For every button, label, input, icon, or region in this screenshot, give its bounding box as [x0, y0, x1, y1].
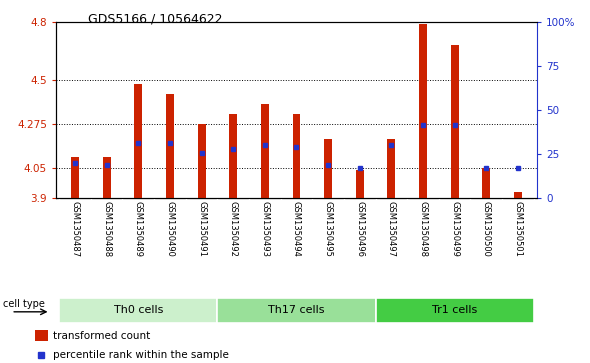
Bar	[166, 94, 174, 198]
Text: GSM1350495: GSM1350495	[323, 201, 333, 257]
Text: percentile rank within the sample: percentile rank within the sample	[53, 350, 230, 360]
Text: GSM1350491: GSM1350491	[197, 201, 206, 257]
Text: Tr1 cells: Tr1 cells	[432, 305, 477, 315]
Bar	[324, 139, 332, 198]
Bar	[388, 139, 395, 198]
Bar	[135, 84, 142, 198]
Text: GSM1350487: GSM1350487	[71, 201, 80, 257]
Text: GSM1350494: GSM1350494	[292, 201, 301, 257]
Bar	[376, 298, 534, 323]
Bar	[59, 298, 217, 323]
Bar	[483, 168, 490, 198]
Bar	[293, 114, 300, 198]
Text: GSM1350499: GSM1350499	[450, 201, 459, 257]
Bar	[356, 171, 363, 198]
Bar	[71, 157, 79, 198]
Bar	[217, 298, 376, 323]
Bar	[35, 330, 48, 341]
Text: Th17 cells: Th17 cells	[268, 305, 324, 315]
Text: GSM1350490: GSM1350490	[165, 201, 175, 257]
Bar	[230, 114, 237, 198]
Text: GSM1350496: GSM1350496	[355, 201, 364, 257]
Text: GSM1350488: GSM1350488	[102, 201, 111, 257]
Text: GSM1350489: GSM1350489	[134, 201, 143, 257]
Text: GSM1350500: GSM1350500	[482, 201, 491, 257]
Bar	[419, 24, 427, 198]
Bar	[261, 104, 269, 198]
Text: GSM1350493: GSM1350493	[260, 201, 270, 257]
Text: GDS5166 / 10564622: GDS5166 / 10564622	[88, 13, 223, 26]
Text: GSM1350498: GSM1350498	[418, 201, 428, 257]
Bar	[451, 45, 458, 198]
Text: GSM1350492: GSM1350492	[229, 201, 238, 257]
Text: GSM1350501: GSM1350501	[513, 201, 522, 257]
Bar	[514, 192, 522, 198]
Text: GSM1350497: GSM1350497	[387, 201, 396, 257]
Text: transformed count: transformed count	[53, 331, 150, 341]
Text: Th0 cells: Th0 cells	[114, 305, 163, 315]
Text: cell type: cell type	[3, 299, 45, 309]
Bar	[198, 125, 205, 198]
Bar	[103, 157, 110, 198]
